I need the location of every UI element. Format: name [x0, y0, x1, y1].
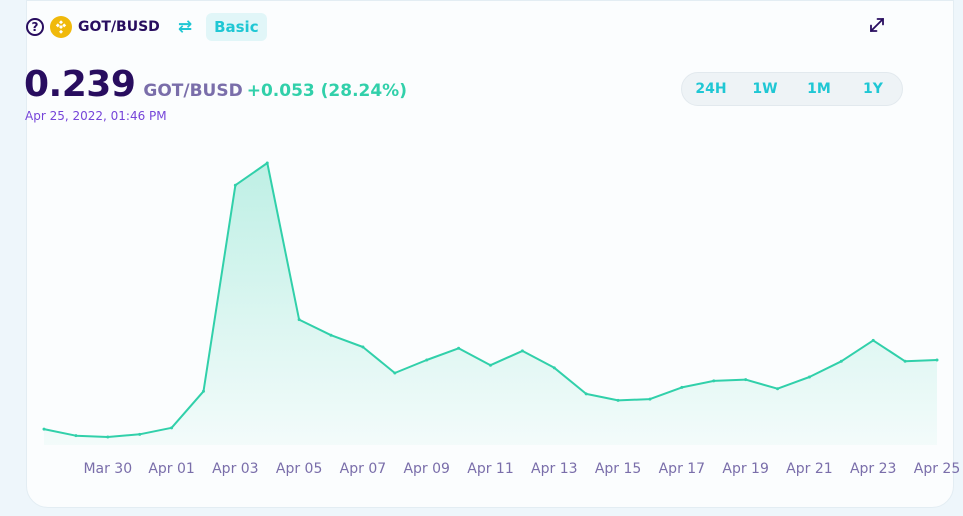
data-point	[457, 346, 461, 350]
data-point	[170, 426, 174, 430]
data-point	[616, 398, 620, 402]
x-tick-label: Apr 19	[722, 461, 768, 477]
data-point	[520, 349, 524, 353]
x-tick-label: Apr 07	[340, 461, 386, 477]
data-point	[138, 432, 142, 436]
timeframe-tabs: 24H 1W 1M 1Y	[681, 72, 903, 106]
data-point	[807, 375, 811, 379]
data-point	[648, 397, 652, 401]
price-row: 0.239 GOT/BUSD +0.053 (28.24%)	[24, 64, 407, 105]
x-tick-label: Apr 01	[148, 461, 194, 477]
data-point	[329, 333, 333, 337]
data-point	[903, 359, 907, 363]
pair-label: GOT/BUSD	[78, 19, 160, 35]
x-tick-label: Mar 30	[83, 461, 132, 477]
data-point	[425, 358, 429, 362]
data-point	[201, 389, 205, 393]
x-tick-label: Apr 05	[276, 461, 322, 477]
data-point	[74, 434, 78, 438]
data-point	[552, 366, 556, 370]
data-point	[106, 435, 110, 439]
data-point	[233, 183, 237, 187]
data-point	[839, 359, 843, 363]
current-price: 0.239	[24, 64, 136, 105]
x-tick-label: Apr 15	[595, 461, 641, 477]
price-change: +0.053 (28.24%)	[246, 81, 407, 101]
data-point	[584, 392, 588, 396]
basic-mode-button[interactable]: Basic	[206, 13, 267, 41]
chart-area-fill	[44, 163, 937, 445]
x-tick-label: Apr 09	[403, 461, 449, 477]
tab-1m[interactable]: 1M	[807, 81, 831, 97]
price-chart: Mar 30 Apr 01 Apr 03 Apr 05 Apr 07 Apr 09 Apr …	[42, 161, 960, 477]
x-tick-label: Apr 25	[914, 461, 960, 477]
data-point	[42, 427, 46, 431]
data-point	[393, 371, 397, 375]
data-point	[935, 358, 939, 362]
price-date: Apr 25, 2022, 01:46 PM	[25, 109, 167, 123]
x-tick-label: Apr 23	[850, 461, 896, 477]
x-tick-label: Apr 11	[467, 461, 513, 477]
tab-1w[interactable]: 1W	[752, 81, 778, 97]
x-tick-label: Apr 13	[531, 461, 577, 477]
tab-24h[interactable]: 24H	[695, 81, 727, 97]
x-tick-label: Apr 17	[659, 461, 705, 477]
pair-header: ? GOT/BUSD ⇄ Basic	[26, 13, 267, 41]
x-tick-label: Apr 21	[786, 461, 832, 477]
data-point	[744, 378, 748, 382]
data-point	[680, 385, 684, 389]
data-point	[776, 387, 780, 391]
tab-1y[interactable]: 1Y	[863, 81, 883, 97]
data-point	[361, 345, 365, 349]
data-point	[712, 379, 716, 383]
data-point	[871, 338, 875, 342]
expand-icon[interactable]	[868, 16, 886, 34]
busd-coin-icon	[50, 16, 72, 38]
x-tick-label: Apr 03	[212, 461, 258, 477]
swap-arrows-icon[interactable]: ⇄	[177, 17, 193, 37]
data-point	[265, 161, 269, 165]
data-point	[297, 318, 301, 322]
data-point	[489, 363, 492, 367]
help-circle-icon[interactable]: ?	[26, 18, 44, 36]
price-pair-label: GOT/BUSD	[143, 81, 243, 101]
